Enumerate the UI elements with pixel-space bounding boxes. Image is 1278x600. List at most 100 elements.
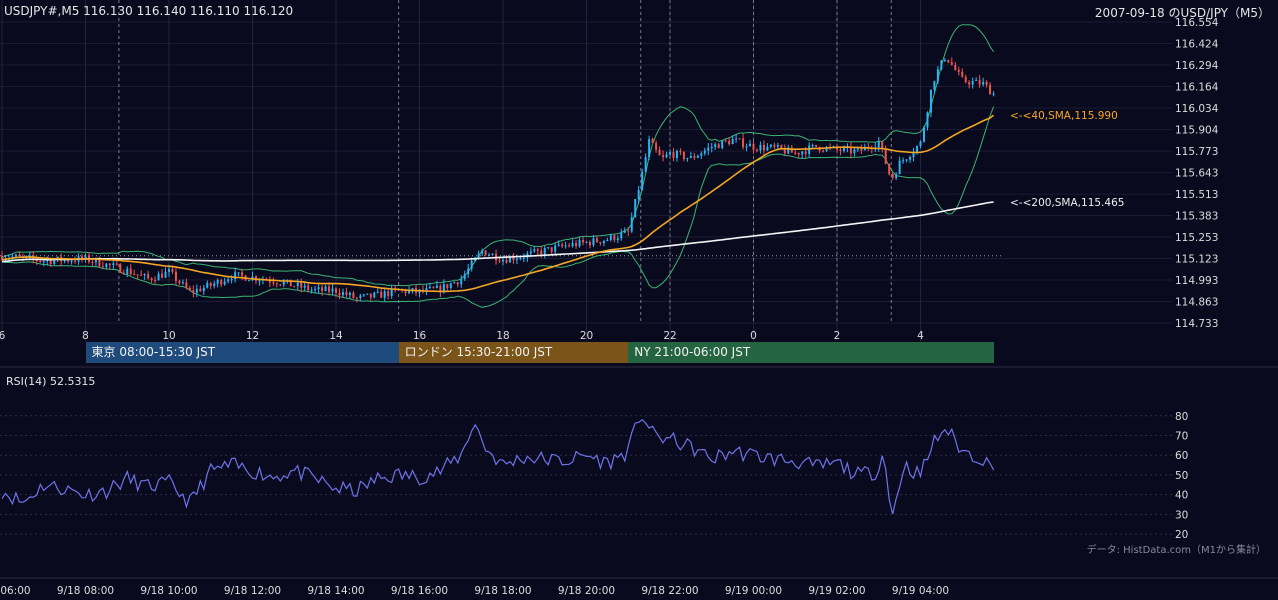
candle-body [929,89,932,113]
rsi-tick-label: 30 [1175,509,1188,521]
candle-body [140,274,143,276]
candle-body [154,280,157,282]
candle-body [321,287,324,291]
candle-body [905,159,908,161]
candle-body [279,284,282,286]
session-newyork: NY 21:00-06:00 JST [628,342,994,363]
candle-body [707,147,710,151]
candle-body [679,150,682,153]
candle-body [992,93,995,95]
candle-body [825,147,828,151]
candle-body [314,289,317,291]
candle-body [317,287,320,290]
rsi-tick-label: 40 [1175,490,1188,502]
candle-body [432,287,435,289]
rsi-plot [1,418,995,515]
candle-body [359,295,362,298]
candle-body [794,152,797,154]
candle-body [895,174,898,179]
rsi-label: RSI(14) 52.5315 [6,375,96,388]
candle-body [101,266,104,268]
candle-body [623,230,626,233]
candle-body [94,258,97,263]
candle-body [171,269,174,272]
hour-tick-label: 2 [834,330,841,342]
candle-body [181,282,184,284]
candle-body [964,76,967,83]
candle-body [122,272,125,274]
candle-body [74,260,77,262]
candle-body [943,59,946,61]
candle-body [508,256,511,263]
candle-body [477,253,480,258]
rsi-tick-label: 60 [1175,450,1188,462]
candle-body [512,256,515,261]
candle-body [568,245,571,247]
candle-body [376,291,379,293]
candle-body [446,284,449,288]
candle-body [119,264,122,273]
candle-body [655,142,658,150]
candle-body [762,144,765,151]
price-tick-label: 115.123 [1175,254,1218,266]
candle-body [133,274,136,276]
price-tick-label: 116.034 [1175,103,1219,115]
candle-body [49,260,52,265]
candle-body [81,256,84,260]
candle-body [234,272,237,280]
date-tick-label: 9/18 14:00 [307,585,364,597]
data-credit: データ: HistData.com（M1から集計） [1086,545,1266,556]
candle-body [783,148,786,154]
candle-body [860,148,863,151]
candle-body [310,289,313,291]
candle-body [188,287,191,291]
candle-body [369,293,372,298]
candle-body [648,139,651,158]
candle-body [634,199,637,218]
candle-body [801,151,804,155]
candle-body [856,148,859,150]
candle-body [961,71,964,77]
candle-body [453,282,456,284]
candle-body [696,155,699,158]
candle-body [383,291,386,298]
candle-body [884,148,887,164]
candle-body [898,160,901,175]
hour-tick-label: 12 [246,330,259,342]
candle-body [115,263,118,265]
hour-tick-label: 8 [82,330,89,342]
candle-body [411,288,414,291]
candle-body [985,81,988,85]
candle-body [637,190,640,200]
rsi-tick-label: 20 [1175,529,1188,541]
candle-body [307,285,310,291]
candle-body [161,273,164,278]
candle-body [70,260,73,262]
candle-body [449,283,452,288]
candle-body [543,248,546,255]
candle-body [902,160,905,162]
candle-body [776,145,779,147]
candle-body [602,240,605,244]
candle-body [98,258,101,267]
candle-body [428,287,431,289]
candle-body [355,297,358,299]
hour-tick-label: 10 [162,330,175,342]
candle-body [390,288,393,296]
candle-body [672,152,675,159]
candle-body [46,260,49,262]
candle-body [324,286,327,291]
price-tick-label: 115.513 [1175,189,1218,201]
candle-body [588,241,591,246]
candle-body [769,144,772,147]
symbol-quote: USDJPY#,M5 116.130 116.140 116.110 116.1… [4,4,294,18]
candle-body [352,292,355,298]
candle-body [954,64,957,71]
candle-body [752,143,755,150]
candle-body [248,280,251,282]
bollinger-lower-band [1,106,995,308]
candle-body [571,243,574,247]
candle-body [822,150,825,152]
candlesticks [1,57,995,303]
candle-body [557,244,560,246]
